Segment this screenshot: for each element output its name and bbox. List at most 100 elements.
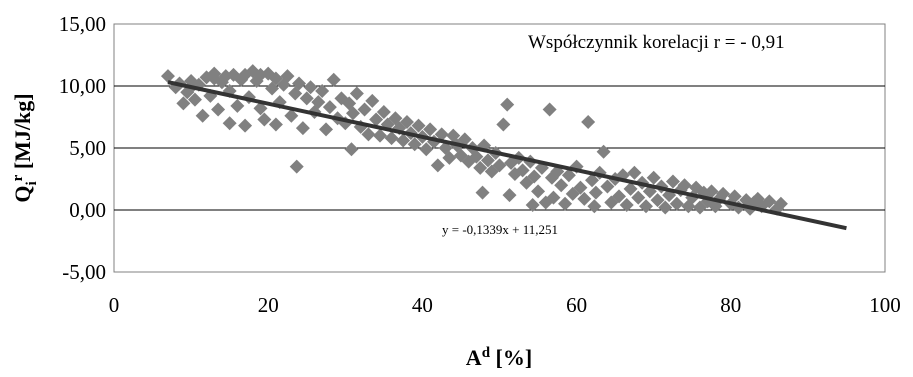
data-point bbox=[268, 117, 283, 132]
data-point bbox=[326, 72, 341, 87]
data-point bbox=[773, 196, 788, 211]
data-point bbox=[727, 189, 742, 204]
data-point bbox=[496, 117, 511, 132]
data-point bbox=[222, 116, 237, 131]
data-point bbox=[280, 69, 295, 84]
data-point bbox=[762, 194, 777, 209]
data-points bbox=[160, 64, 788, 216]
data-point bbox=[546, 190, 561, 205]
x-axis-title-sup: d bbox=[482, 345, 491, 361]
x-tick-label: 40 bbox=[412, 293, 433, 317]
data-point bbox=[207, 66, 222, 81]
y-axis-title-unit: [MJ/kg] bbox=[10, 93, 35, 174]
data-point bbox=[561, 168, 576, 183]
data-point bbox=[295, 121, 310, 136]
data-point bbox=[195, 108, 210, 123]
data-point bbox=[585, 173, 600, 188]
data-point bbox=[289, 159, 304, 174]
data-point bbox=[596, 144, 611, 159]
data-point bbox=[469, 149, 484, 164]
data-point bbox=[623, 181, 638, 196]
data-point bbox=[411, 118, 426, 133]
data-point bbox=[554, 178, 569, 193]
data-point bbox=[527, 169, 542, 184]
data-point bbox=[704, 184, 719, 199]
data-point bbox=[311, 95, 326, 110]
data-point bbox=[369, 112, 384, 127]
x-axis-ticks: 0 20 40 60 80 100 bbox=[109, 293, 901, 317]
x-axis-title: Ad [%] bbox=[466, 345, 532, 370]
data-point bbox=[577, 191, 592, 206]
data-point bbox=[631, 190, 646, 205]
data-point bbox=[492, 158, 507, 173]
data-point bbox=[434, 127, 449, 142]
data-point bbox=[423, 122, 438, 137]
data-point bbox=[480, 153, 495, 168]
data-point bbox=[372, 128, 387, 143]
data-point bbox=[716, 186, 731, 201]
trendline-equation: y = -0,1339x + 11,251 bbox=[442, 222, 558, 237]
data-point bbox=[230, 98, 245, 113]
y-axis-title-sup: r bbox=[10, 174, 26, 181]
data-point bbox=[211, 102, 226, 117]
data-point bbox=[357, 102, 372, 117]
data-point bbox=[457, 132, 472, 147]
data-point bbox=[299, 91, 314, 106]
data-point bbox=[419, 142, 434, 157]
data-point bbox=[430, 158, 445, 173]
data-point bbox=[346, 106, 361, 121]
data-point bbox=[176, 96, 191, 111]
data-point bbox=[238, 118, 253, 133]
data-point bbox=[558, 196, 573, 211]
x-tick-label: 60 bbox=[566, 293, 587, 317]
data-point bbox=[665, 174, 680, 189]
y-axis-ticks: -5,00 0,00 5,00 10,00 15,00 bbox=[59, 12, 106, 284]
data-point bbox=[396, 133, 411, 148]
data-point bbox=[677, 178, 692, 193]
data-point bbox=[525, 198, 540, 213]
data-point bbox=[160, 69, 175, 84]
data-point bbox=[581, 114, 596, 129]
y-tick-label: 10,00 bbox=[59, 74, 106, 98]
data-point bbox=[315, 83, 330, 98]
y-tick-label: 0,00 bbox=[69, 198, 106, 222]
data-point bbox=[284, 108, 299, 123]
data-point bbox=[658, 200, 673, 215]
data-point bbox=[365, 93, 380, 108]
y-tick-label: -5,00 bbox=[62, 260, 106, 284]
data-point bbox=[646, 170, 661, 185]
y-axis-title-main: Q bbox=[10, 185, 35, 202]
x-tick-label: 100 bbox=[869, 293, 901, 317]
data-point bbox=[473, 160, 488, 175]
data-point bbox=[573, 180, 588, 195]
data-point bbox=[588, 185, 603, 200]
data-point bbox=[361, 127, 376, 142]
data-point bbox=[650, 193, 665, 208]
data-point bbox=[475, 185, 490, 200]
data-point bbox=[303, 80, 318, 95]
data-point bbox=[399, 114, 414, 129]
y-axis-title-sub: i bbox=[24, 181, 40, 185]
x-tick-label: 0 bbox=[109, 293, 120, 317]
data-point bbox=[638, 199, 653, 214]
x-axis-title-unit: [%] bbox=[490, 345, 532, 370]
data-point bbox=[669, 196, 684, 211]
data-point bbox=[407, 137, 422, 152]
data-point bbox=[502, 188, 517, 203]
y-axis-title: Qir [MJ/kg] bbox=[10, 93, 40, 202]
data-point bbox=[587, 199, 602, 214]
data-point bbox=[442, 150, 457, 165]
data-point bbox=[257, 112, 272, 127]
data-point bbox=[612, 189, 627, 204]
data-point bbox=[619, 198, 634, 213]
data-point bbox=[187, 92, 202, 107]
data-point bbox=[515, 163, 530, 178]
data-point bbox=[600, 179, 615, 194]
correlation-annotation: Współczynnik korelacji r = - 0,91 bbox=[528, 32, 785, 53]
data-point bbox=[322, 100, 337, 115]
data-point bbox=[627, 165, 642, 180]
x-axis-title-main: A bbox=[466, 345, 482, 370]
data-point bbox=[384, 131, 399, 146]
x-tick-label: 20 bbox=[258, 293, 279, 317]
